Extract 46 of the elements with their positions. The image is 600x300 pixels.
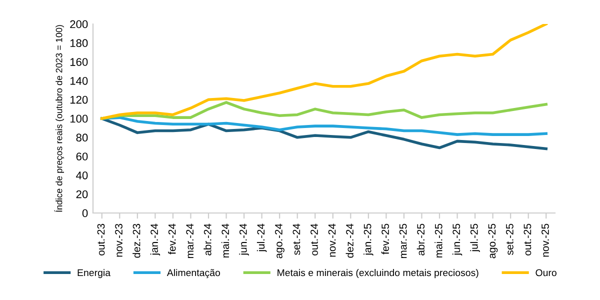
x-tick-label: ago.-24 (274, 224, 284, 258)
y-tick-label: 80 (76, 134, 88, 142)
x-tick-label: fev.-24 (168, 224, 176, 254)
x-tick-label: jul.-25 (470, 224, 480, 252)
line-series (100, 116, 548, 136)
legend-label: Alimentação (166, 269, 220, 278)
x-tick-label: jan.-24 (150, 224, 160, 256)
x-tick-label: nov.-25 (542, 224, 549, 257)
x-tick-label: mai.-24 (221, 224, 230, 258)
y-tick-label: 60 (76, 152, 88, 160)
x-tick-label: jul.-24 (256, 224, 267, 252)
y-tick-label: 0 (82, 209, 88, 218)
line-series (100, 117, 548, 150)
y-tick-label: 20 (76, 190, 88, 198)
x-tick-label: ago.-25 (488, 224, 498, 258)
x-tick-label: out.-25 (524, 224, 532, 256)
legend-label: Metais e minerais (excluindo metais preciosos) (278, 269, 478, 278)
x-tick-label: jun.-25 (452, 224, 462, 256)
y-tick-label: 180 (70, 39, 88, 48)
x-tick-label: mai.-25 (434, 224, 442, 258)
x-tick-label: mar.-25 (399, 224, 407, 258)
legend-label: Energia (78, 269, 111, 278)
x-tick-label: dez.-23 (132, 224, 140, 258)
x-tick-label: dez.-24 (346, 224, 354, 258)
x-tick-label: out.-24 (310, 224, 318, 256)
y-tick-label: 120 (70, 96, 88, 104)
y-tick-label: 160 (70, 58, 88, 66)
x-tick-label: nov.-23 (115, 224, 122, 257)
x-tick-label: nov.-24 (328, 224, 336, 257)
y-tick-label: 100 (70, 114, 88, 123)
x-tick-label: fev.-25 (381, 224, 389, 254)
y-axis-title: Índice de preços reais (outubro de 2023 = 100) (54, 25, 64, 212)
x-tick-label: mar.-24 (186, 224, 194, 258)
y-tick-label: 140 (70, 76, 88, 85)
x-tick-label: out.-23 (97, 224, 105, 256)
x-tick-label: set.-24 (292, 224, 300, 255)
y-tick-label: 200 (70, 20, 88, 28)
line-series (100, 101, 548, 120)
line-series (100, 24, 548, 120)
y-tick-label: 40 (76, 171, 88, 180)
x-tick-label: abr.-25 (416, 224, 425, 256)
x-tick-label: jan.-25 (364, 224, 374, 256)
x-tick-label: abr.-24 (204, 224, 212, 256)
legend-label: Ouro (536, 269, 556, 276)
x-tick-label: set.-25 (506, 224, 514, 255)
x-tick-label: jun.-24 (239, 224, 249, 256)
